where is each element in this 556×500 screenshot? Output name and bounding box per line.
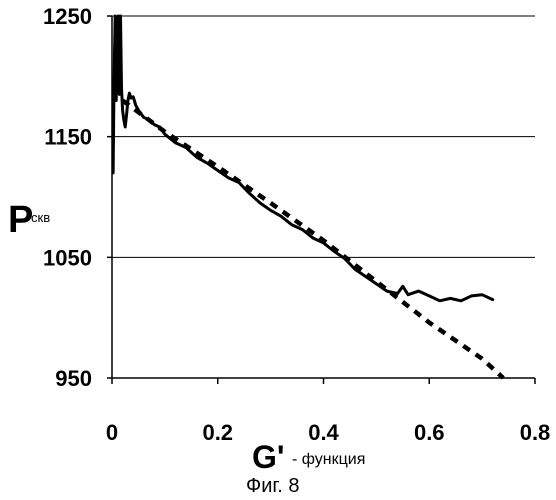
x-tick-label-0: 0	[106, 420, 118, 445]
y-axis-label-subscript: скв	[31, 210, 50, 225]
figure-caption: Фиг. 8	[246, 475, 299, 497]
y-tick-labels: 950 1050 1150 1250	[43, 4, 92, 391]
y-tick-label-2: 1150	[44, 125, 92, 150]
x-tick-label-1: 0.2	[202, 420, 233, 445]
plot-series	[113, 16, 503, 378]
y-tick-label-0: 950	[55, 366, 92, 391]
x-tick-label-2: 0.4	[308, 420, 339, 445]
x-tick-labels: 0 0.2 0.4 0.6 0.8	[106, 420, 550, 445]
x-tick-label-3: 0.6	[414, 420, 445, 445]
y-tick-label-1: 1050	[43, 245, 92, 270]
axes	[107, 16, 535, 384]
grid-lines	[112, 16, 535, 378]
x-axis-label-suffix: - функция	[292, 451, 365, 468]
x-axis-label: G'	[252, 439, 285, 475]
x-tick-label-4: 0.8	[520, 420, 551, 445]
data-line-solid	[113, 16, 493, 301]
y-tick-label-3: 1250	[43, 4, 92, 29]
y-axis-label: P	[8, 199, 33, 241]
